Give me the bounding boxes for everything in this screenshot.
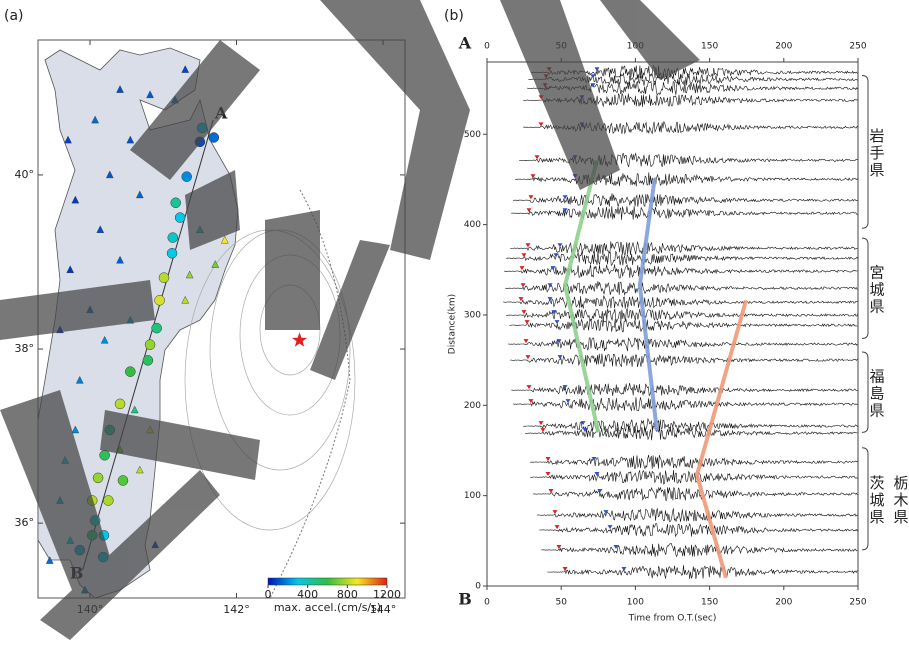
station-circle (171, 198, 181, 208)
x-tick-label: 250 (849, 598, 866, 608)
colorbar-tick-label: 1200 (373, 588, 401, 601)
colorbar-tick-label: 0 (265, 588, 272, 601)
station-circle (182, 172, 192, 182)
station-circle (93, 473, 103, 483)
x-tick-label: 142° (223, 603, 250, 616)
group-label: 栃木県 (892, 475, 909, 526)
x-tick-label: 150 (701, 42, 718, 52)
x-tick-label: 200 (775, 598, 792, 608)
y-tick-label: 38° (15, 342, 35, 355)
station-circle (175, 213, 185, 223)
station-circle (125, 367, 135, 377)
y-tick-label: 400 (464, 220, 481, 230)
group-label: 福島県 (868, 368, 886, 419)
colorbar-tick-label: 400 (297, 588, 318, 601)
y-tick-label: 36° (15, 516, 35, 529)
y-tick-label: 40° (15, 168, 35, 181)
y-tick-label: 100 (464, 491, 481, 501)
colorbar (268, 578, 387, 585)
y-tick-label: 300 (464, 310, 481, 320)
y-tick-label: 500 (464, 130, 481, 140)
x-tick-label: 200 (775, 42, 792, 52)
x-tick-label: 0 (484, 598, 490, 608)
station-circle (103, 496, 113, 506)
station-circle (152, 323, 162, 333)
y-tick-label: 0 (475, 582, 481, 592)
station-circle (159, 273, 169, 283)
x-axis-label: Time from O.T.(sec) (628, 614, 717, 624)
group-label: 宮城県 (868, 264, 886, 315)
station-circle (155, 295, 165, 305)
profile-label: A (458, 34, 472, 53)
station-circle (118, 475, 128, 485)
figure: (a)140°142°144°36°38°40°AB04008001200max… (0, 0, 909, 648)
panel-label: (b) (444, 8, 464, 24)
x-tick-label: 150 (701, 598, 718, 608)
y-tick-label: 200 (464, 401, 481, 411)
station-circle (167, 248, 177, 258)
station-circle (100, 450, 110, 460)
profile-label: B (458, 590, 472, 609)
panel-label: (a) (4, 8, 24, 24)
y-axis-label: Distance(km) (448, 294, 458, 354)
station-circle (168, 233, 178, 243)
station-circle (143, 355, 153, 365)
station-circle (209, 132, 219, 142)
group-label: 岩手県 (868, 128, 886, 179)
x-tick-label: 50 (555, 598, 567, 608)
colorbar-label: max. accel.(cm/s/s) (274, 601, 381, 614)
group-label: 茨城県 (868, 475, 886, 526)
colorbar-tick-label: 800 (337, 588, 358, 601)
x-tick-label: 100 (627, 598, 644, 608)
x-tick-label: 0 (484, 42, 490, 52)
station-circle (145, 340, 155, 350)
x-tick-label: 250 (849, 42, 866, 52)
station-circle (115, 399, 125, 409)
